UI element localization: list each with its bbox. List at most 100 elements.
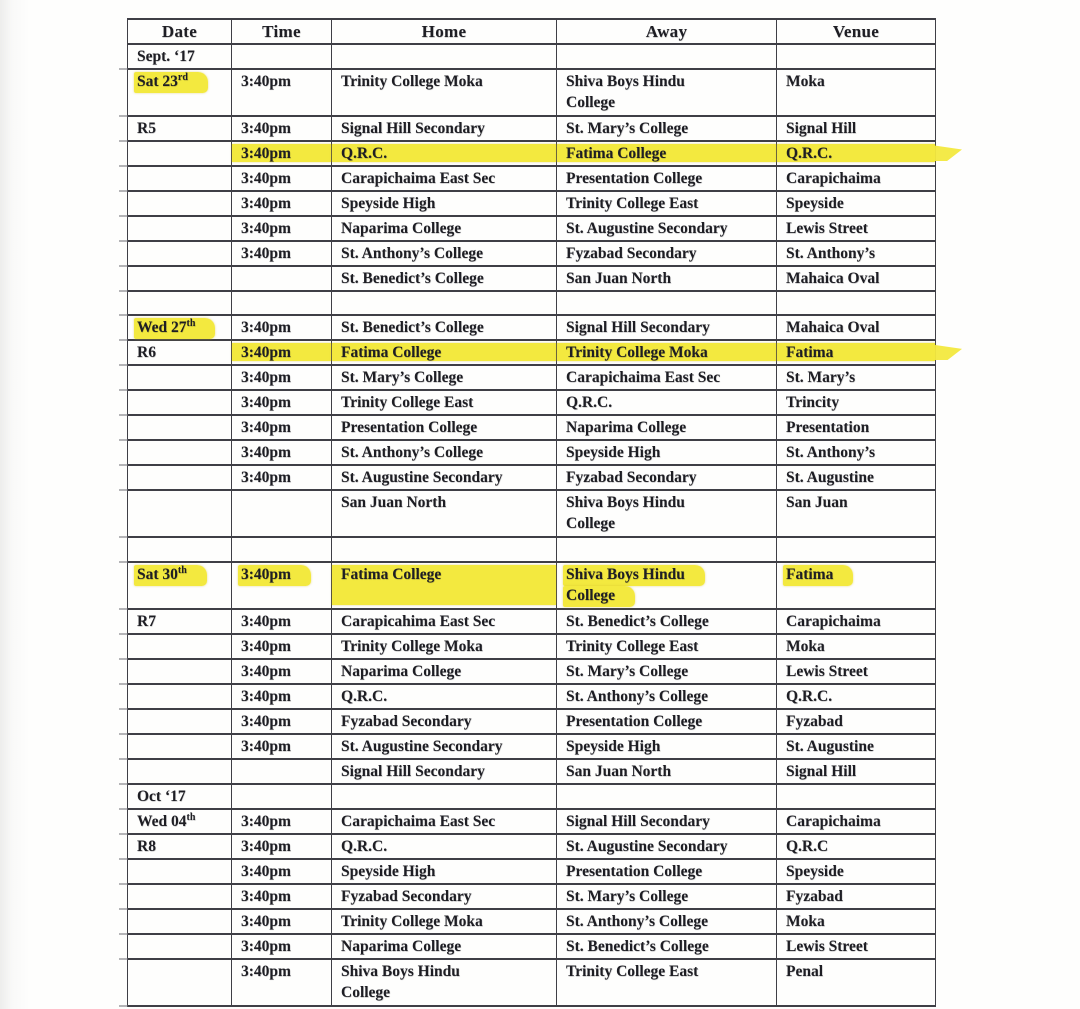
cell-away: St. Benedict’s College — [556, 607, 777, 635]
cell-text: Presentation College — [341, 419, 478, 437]
cell-text: 3:40pm — [241, 120, 291, 137]
cell-text: Q.R.C — [786, 837, 829, 855]
cell-home: San Juan North — [331, 489, 557, 539]
cell-text: 3:40pm — [241, 712, 291, 730]
cell-time: 3:40pm — [231, 607, 332, 635]
cell-text: 3:40pm — [241, 369, 291, 387]
cell-home: Naparima College — [331, 215, 557, 242]
cell-away: St. Mary’s College — [556, 115, 777, 142]
cell-text: 3:40pm — [241, 419, 291, 437]
cell-text: 3:40pm — [241, 687, 291, 705]
cell-away: St. Anthony’s College — [556, 682, 777, 710]
cell-text: St. Benedict’s College — [566, 937, 709, 955]
fixture-row: 3:40pm Trinity College East Q.R.C. Trincity — [119, 389, 936, 418]
cell-time: 3:40pm — [231, 240, 332, 267]
cell-date: Sat 30th — [119, 560, 232, 611]
cell-content: Oct ‘17 — [137, 788, 186, 805]
cell-home: Signal Hill Secondary — [331, 757, 557, 785]
cell-time: 3:40pm — [231, 339, 332, 367]
cell-text: Trinity College Moka — [341, 637, 483, 655]
cell-content: Trinity College Moka — [341, 638, 483, 655]
cell-content: Fatima College — [341, 566, 441, 583]
cell-text: Fyzabad Secondary — [566, 245, 697, 262]
fixture-row: 3:40pm St. Mary’s College Carapichaima Eas… — [119, 364, 936, 393]
header-row: Date Time Home Away Venue — [127, 18, 936, 45]
cell-time: 3:40pm — [231, 389, 332, 417]
fixture-row: 3:40pm Trinity College Moka St. Anthony’s … — [119, 907, 936, 936]
cell-content: 3:40pm — [241, 888, 291, 905]
cell-text: Trinity College East — [341, 394, 474, 412]
cell-content: 3:40pm — [241, 738, 291, 755]
cell-venue: Moka — [776, 632, 936, 660]
cell-text: St. Anthony’s College — [341, 444, 483, 462]
cell-text: Wed 04 — [137, 812, 187, 830]
fixtures-table: Date Time Home Away Venue Sept. ‘17 Sat 23rd 3… — [119, 18, 936, 1008]
fixture-row: 3:40pm Shiva Boys Hindu College Trinity Co… — [119, 957, 936, 1008]
cell-content: 3:40pm — [238, 564, 311, 586]
cell-text: Wed 27 — [137, 319, 187, 337]
cell-content: Lewis Street — [786, 938, 868, 955]
cell-content: Presentation — [786, 419, 869, 436]
cell-home: Presentation College — [331, 414, 557, 442]
cell-venue: Speyside — [776, 190, 936, 217]
cell-away — [556, 536, 777, 563]
cell-text: Signal Hill Secondary — [566, 319, 710, 337]
cell-content: 3:40pm — [241, 145, 291, 162]
cell-content: 3:40pm — [241, 245, 291, 262]
cell-home: Fatima College — [331, 560, 557, 610]
cell-home — [331, 43, 557, 70]
fixture-row: Sat 23rd 3:40pm Trinity College Moka Shiva … — [119, 68, 936, 118]
cell-text: Oct ‘17 — [137, 787, 186, 805]
cell-text: Sat 30 — [137, 565, 178, 583]
cell-date — [119, 289, 232, 318]
cell-content: Trinity College Moka — [341, 73, 483, 90]
cell-venue: Q.R.C. — [776, 140, 936, 167]
cell-content: Shiva Boys Hindu College — [566, 494, 685, 532]
cell-date: R6 — [119, 339, 232, 368]
cell-home: Trinity College Moka — [331, 68, 557, 117]
cell-time: 3:40pm — [231, 657, 332, 685]
cell-venue: Signal Hill — [776, 115, 936, 142]
cell-content: 3:40pm — [241, 688, 291, 705]
cell-text: Sat 23 — [137, 73, 178, 90]
cell-content: Q.R.C — [786, 838, 828, 855]
cell-content: Shiva Boys Hindu College — [566, 73, 685, 111]
cell-content: 3:40pm — [241, 120, 291, 137]
cell-text: Naparima College — [341, 937, 462, 955]
fixture-row: 3:40pm Trinity College Moka Trinity Colleg… — [119, 632, 936, 661]
cell-text: Q.R.C. — [341, 687, 388, 705]
cell-venue: Presentation — [776, 414, 936, 442]
fixture-row: Sat 30th 3:40pm Fatima College Shiva Boys H… — [119, 560, 936, 611]
cell-text: Naparima College — [566, 419, 687, 437]
cell-content: Speyside High — [341, 863, 435, 880]
cell-away: Shiva Boys Hindu College — [556, 68, 777, 117]
cell-text: San Juan — [786, 494, 848, 512]
cell-text: 3:40pm — [241, 220, 291, 237]
cell-venue — [776, 536, 936, 563]
fixture-row: 3:40pm Speyside High Presentation College S… — [119, 857, 936, 886]
cell-date: Wed 27th — [119, 314, 232, 343]
cell-content: Presentation College — [341, 419, 477, 436]
fixture-row: 3:40pm Q.R.C. Fatima College Q.R.C. — [119, 140, 936, 168]
fixture-row: 3:40pm Carapichaima East Sec Presentation … — [119, 165, 936, 193]
cell-date — [119, 190, 232, 218]
cell-content: Speyside — [786, 195, 844, 212]
cell-venue: St. Anthony’s — [776, 439, 936, 467]
cell-venue: St. Augustine — [776, 732, 936, 760]
cell-text: Q.R.C. — [566, 394, 613, 412]
cell-text: R7 — [137, 612, 156, 630]
cell-venue — [776, 43, 936, 70]
cell-content: 3:40pm — [241, 394, 291, 411]
cell-content: 3:40pm — [241, 838, 291, 855]
cell-text: 3:40pm — [241, 737, 291, 755]
cell-text: Q.R.C. — [341, 837, 388, 855]
cell-away: Trinity College East — [556, 957, 777, 1007]
cell-text: Speyside High — [341, 862, 436, 880]
cell-content: Mahaica Oval — [786, 319, 879, 336]
cell-home: Trinity College East — [331, 389, 557, 417]
cell-time — [231, 289, 332, 317]
cell-text: Signal Hill — [786, 120, 857, 137]
cell-text: St. Augustine Secondary — [566, 220, 728, 237]
cell-home: Shiva Boys Hindu College — [331, 957, 557, 1007]
cell-content: 3:40pm — [241, 195, 291, 212]
